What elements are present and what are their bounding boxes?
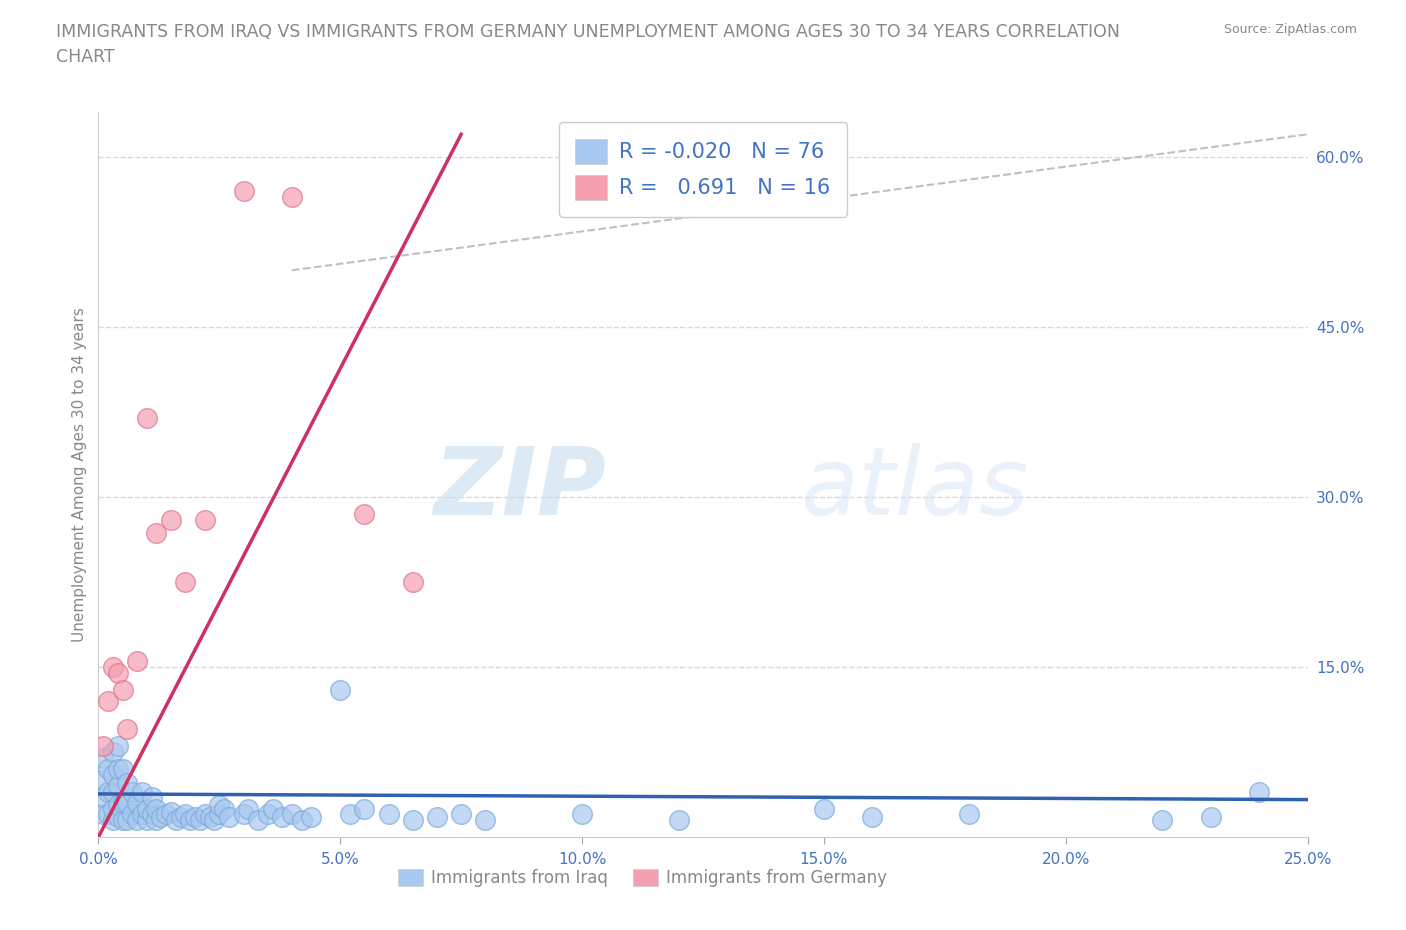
Point — [271, 809, 294, 824]
Point — [101, 745, 124, 760]
Point — [450, 807, 472, 822]
Point — [145, 525, 167, 540]
Point — [91, 790, 114, 804]
Point — [353, 802, 375, 817]
Text: IMMIGRANTS FROM IRAQ VS IMMIGRANTS FROM GERMANY UNEMPLOYMENT AMONG AGES 30 TO 34: IMMIGRANTS FROM IRAQ VS IMMIGRANTS FROM … — [56, 23, 1121, 66]
Point — [117, 813, 139, 828]
Point — [91, 807, 114, 822]
Point — [813, 802, 835, 817]
Point — [127, 813, 149, 828]
Point — [101, 767, 124, 782]
Point — [117, 776, 139, 790]
Point — [238, 802, 260, 817]
Point — [860, 809, 883, 824]
Point — [97, 694, 120, 709]
Point — [121, 807, 143, 822]
Point — [107, 762, 129, 777]
Point — [402, 575, 425, 590]
Point — [339, 807, 361, 822]
Point — [135, 813, 157, 828]
Point — [188, 813, 211, 828]
Point — [145, 813, 167, 828]
Point — [262, 802, 284, 817]
Point — [145, 802, 167, 817]
Point — [247, 813, 270, 828]
Point — [232, 183, 254, 198]
Point — [91, 738, 114, 753]
Point — [111, 813, 134, 828]
Point — [174, 807, 197, 822]
Point — [107, 798, 129, 813]
Point — [101, 784, 124, 799]
Y-axis label: Unemployment Among Ages 30 to 34 years: Unemployment Among Ages 30 to 34 years — [72, 307, 87, 642]
Point — [107, 738, 129, 753]
Point — [101, 659, 124, 674]
Point — [131, 784, 153, 799]
Point — [353, 507, 375, 522]
Point — [957, 807, 980, 822]
Point — [299, 809, 322, 824]
Point — [212, 802, 235, 817]
Point — [169, 809, 191, 824]
Point — [150, 809, 173, 824]
Point — [1199, 809, 1222, 824]
Point — [281, 807, 304, 822]
Point — [208, 798, 231, 813]
Point — [135, 410, 157, 425]
Point — [127, 654, 149, 669]
Point — [281, 189, 304, 204]
Point — [127, 795, 149, 810]
Point — [111, 795, 134, 810]
Point — [668, 813, 690, 828]
Point — [402, 813, 425, 828]
Point — [117, 795, 139, 810]
Point — [97, 807, 120, 822]
Point — [111, 762, 134, 777]
Point — [107, 809, 129, 824]
Point — [194, 512, 217, 527]
Point — [91, 751, 114, 765]
Point — [107, 778, 129, 793]
Point — [91, 773, 114, 788]
Point — [155, 807, 177, 822]
Text: Source: ZipAtlas.com: Source: ZipAtlas.com — [1223, 23, 1357, 36]
Point — [179, 813, 201, 828]
Point — [101, 802, 124, 817]
Point — [184, 809, 207, 824]
Point — [141, 807, 163, 822]
Point — [198, 809, 221, 824]
Point — [97, 784, 120, 799]
Point — [101, 813, 124, 828]
Point — [141, 790, 163, 804]
Point — [1249, 784, 1271, 799]
Point — [160, 512, 183, 527]
Point — [571, 807, 593, 822]
Point — [232, 807, 254, 822]
Point — [194, 807, 217, 822]
Point — [174, 575, 197, 590]
Text: ZIP: ZIP — [433, 443, 606, 535]
Point — [131, 807, 153, 822]
Point — [377, 807, 399, 822]
Point — [1152, 813, 1174, 828]
Point — [426, 809, 449, 824]
Legend: Immigrants from Iraq, Immigrants from Germany: Immigrants from Iraq, Immigrants from Ge… — [391, 862, 894, 894]
Point — [208, 807, 231, 822]
Point — [135, 802, 157, 817]
Point — [97, 762, 120, 777]
Point — [204, 813, 226, 828]
Point — [107, 665, 129, 680]
Point — [165, 813, 187, 828]
Point — [121, 784, 143, 799]
Text: atlas: atlas — [800, 444, 1028, 535]
Point — [474, 813, 496, 828]
Point — [117, 722, 139, 737]
Point — [111, 683, 134, 698]
Point — [290, 813, 312, 828]
Point — [329, 683, 352, 698]
Point — [160, 804, 183, 819]
Point — [218, 809, 240, 824]
Point — [256, 807, 278, 822]
